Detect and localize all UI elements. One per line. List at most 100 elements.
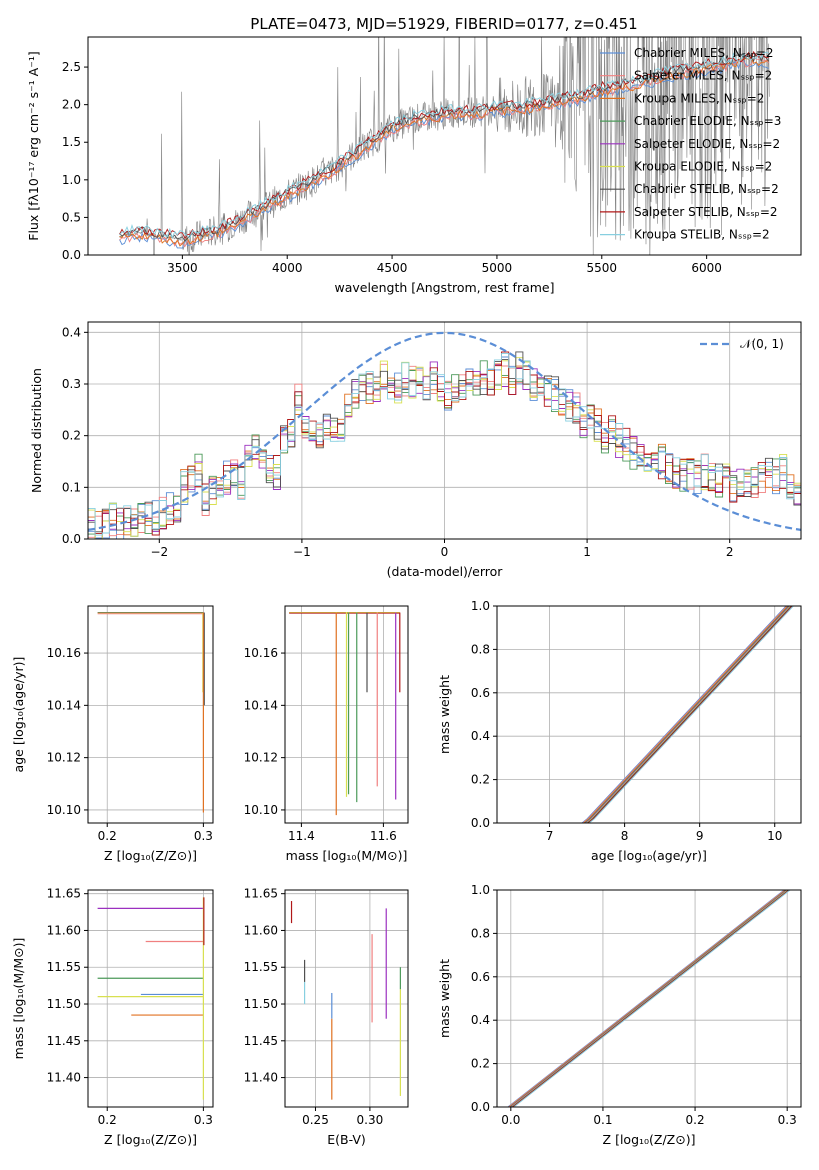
x-tick-label: 11.6 xyxy=(370,829,397,843)
y-tick-label: 10.10 xyxy=(47,803,81,817)
plot-area xyxy=(504,606,794,823)
legend: Chabrier MILES, Nₛₛₚ=2 Salpeter MILES, Nₛ… xyxy=(600,46,781,242)
cumulative-line xyxy=(505,606,788,823)
x-tick-label: 1 xyxy=(583,545,591,559)
x-tick-label: 0.2 xyxy=(98,829,117,843)
y-tick-label: 11.40 xyxy=(244,1071,278,1085)
x-tick-label: 4500 xyxy=(377,261,408,275)
panel-mass-vs-EBV: 0.25 0.30 11.40 11.45 11.50 11.55 11.60 11.65 E(… xyxy=(244,887,409,1147)
y-tick-label: 10.14 xyxy=(47,698,81,712)
y-tick-label: 11.40 xyxy=(47,1071,81,1085)
x-tick-label: 10 xyxy=(767,829,782,843)
y-tick-label: 0.2 xyxy=(62,429,81,443)
y-axis-label: mass [log₁₀(M/M⊙)] xyxy=(11,938,26,1060)
x-tick-label: 0.3 xyxy=(194,1113,213,1127)
y-tick-label: 0.0 xyxy=(62,532,81,546)
x-tick-label: 0.0 xyxy=(501,1113,520,1127)
cumulative-line xyxy=(504,606,787,823)
x-tick-label: 6000 xyxy=(691,261,722,275)
cumulative-line xyxy=(509,606,791,823)
y-tick-label: 0.5 xyxy=(62,210,81,224)
x-tick-label: 5000 xyxy=(482,261,513,275)
y-tick-label: 10.10 xyxy=(244,803,278,817)
legend-label: 𝒩(0, 1) xyxy=(740,337,784,351)
plot-area xyxy=(507,890,791,1107)
x-tick-label: 8 xyxy=(621,829,629,843)
x-tick-label: 0.3 xyxy=(778,1113,797,1127)
x-tick-label: 0.25 xyxy=(302,1113,329,1127)
axes-frame xyxy=(496,889,802,1108)
axes-frame xyxy=(87,36,802,256)
axes-frame xyxy=(87,605,214,824)
panel-cumulative-mass-weight-vs-age: 7 8 9 10 0.0 0.2 0.4 0.6 0.8 1.0 age [log₁₀(age/yr… xyxy=(437,599,802,863)
model-line xyxy=(119,56,769,247)
y-tick-label: 11.60 xyxy=(47,923,81,937)
y-tick-label: 11.65 xyxy=(47,887,81,901)
cumulative-line xyxy=(513,890,791,1107)
x-axis-label: (data-model)/error xyxy=(387,564,504,579)
panel-residual-histogram: −2 −1 0 1 2 0.0 0.1 0.2 0.3 0.4 (data-model)/error… xyxy=(29,321,802,579)
histogram-step xyxy=(88,353,801,536)
y-tick-label: 2.5 xyxy=(62,60,81,74)
y-axis-label: mass weight xyxy=(437,959,452,1038)
panel-spectrum: 3500 4000 4500 5000 5500 6000 0.0 0.5 1.0 1.5 2.0 2… xyxy=(26,36,802,295)
cumulative-line xyxy=(511,606,793,823)
y-tick-label: 0.6 xyxy=(471,970,490,984)
legend-label: Kroupa ELODIE, Nₛₛₚ=2 xyxy=(634,160,772,174)
y-tick-label: 10.16 xyxy=(244,646,278,660)
y-tick-label: 10.16 xyxy=(47,646,81,660)
y-tick-label: 2.0 xyxy=(62,98,81,112)
model-line xyxy=(119,51,769,239)
y-axis-label: age [log₁₀(age/yr)] xyxy=(11,657,26,773)
y-tick-label: 10.12 xyxy=(47,751,81,765)
y-tick-label: 0.4 xyxy=(471,1013,490,1027)
y-tick-label: 0.0 xyxy=(471,1100,490,1114)
y-tick-label: 0.0 xyxy=(62,248,81,262)
y-tick-label: 1.5 xyxy=(62,135,81,149)
x-tick-label: 11.4 xyxy=(288,829,315,843)
x-tick-label: 2 xyxy=(726,545,734,559)
y-tick-label: 11.45 xyxy=(244,1034,278,1048)
x-tick-label: 7 xyxy=(546,829,554,843)
y-tick-label: 0.6 xyxy=(471,686,490,700)
y-tick-label: 11.65 xyxy=(244,887,278,901)
y-tick-label: 1.0 xyxy=(62,173,81,187)
y-tick-label: 1.0 xyxy=(471,599,490,613)
panel-age-vs-mass: 11.4 11.6 10.10 10.12 10.14 10.16 mass [log₁₀(… xyxy=(244,605,409,863)
legend-label: Salpeter MILES, Nₛₛₚ=2 xyxy=(634,69,772,83)
plot-area xyxy=(97,897,205,1100)
y-tick-label: 0.1 xyxy=(62,480,81,494)
x-axis-label: Z [log₁₀(Z/Z⊙)] xyxy=(104,848,197,863)
legend-label: Chabrier STELIB, Nₛₛₚ=2 xyxy=(634,182,779,196)
model-line xyxy=(119,52,770,242)
panel-age-vs-Z: 0.2 0.3 10.10 10.12 10.14 10.16 Z [log₁₀(Z/Z⊙)… xyxy=(11,605,214,863)
x-tick-label: 0.30 xyxy=(357,1113,384,1127)
legend-label: Kroupa STELIB, Nₛₛₚ=2 xyxy=(634,228,770,242)
plot-area xyxy=(290,901,401,1100)
x-axis-label: E(B-V) xyxy=(327,1132,366,1147)
y-tick-label: 10.14 xyxy=(244,698,278,712)
y-axis-label: Flux [fλ10⁻¹⁷ erg cm⁻² s⁻¹ A⁻¹] xyxy=(26,51,41,240)
plot-area xyxy=(88,331,801,539)
x-axis-label: mass [log₁₀(M/M⊙)] xyxy=(286,848,408,863)
figure-title: PLATE=0473, MJD=51929, FIBERID=0177, z=0… xyxy=(250,15,637,33)
panel-mass-vs-Z: 0.2 0.3 11.40 11.45 11.50 11.55 11.60 11.65 Z [l… xyxy=(11,887,214,1147)
legend-label: Salpeter ELODIE, Nₛₛₚ=2 xyxy=(634,137,780,151)
x-axis-label: wavelength [Angstrom, rest frame] xyxy=(334,280,554,295)
y-tick-label: 11.60 xyxy=(244,923,278,937)
x-tick-label: 3500 xyxy=(167,261,198,275)
x-tick-label: 0.1 xyxy=(593,1113,612,1127)
cumulative-line xyxy=(511,606,794,823)
model-line xyxy=(119,50,769,240)
x-tick-label: 4000 xyxy=(272,261,303,275)
y-tick-label: 11.45 xyxy=(47,1034,81,1048)
panel-cumulative-mass-weight-vs-Z: 0.0 0.1 0.2 0.3 0.0 0.2 0.4 0.6 0.8 1.0 Z [log₁₀(Z… xyxy=(437,883,802,1147)
axes-frame xyxy=(496,605,802,824)
x-tick-label: 9 xyxy=(696,829,704,843)
y-tick-label: 11.55 xyxy=(244,960,278,974)
y-tick-label: 0.8 xyxy=(471,642,490,656)
y-tick-label: 1.0 xyxy=(471,883,490,897)
y-tick-label: 0.4 xyxy=(471,729,490,743)
x-tick-label: −2 xyxy=(150,545,168,559)
